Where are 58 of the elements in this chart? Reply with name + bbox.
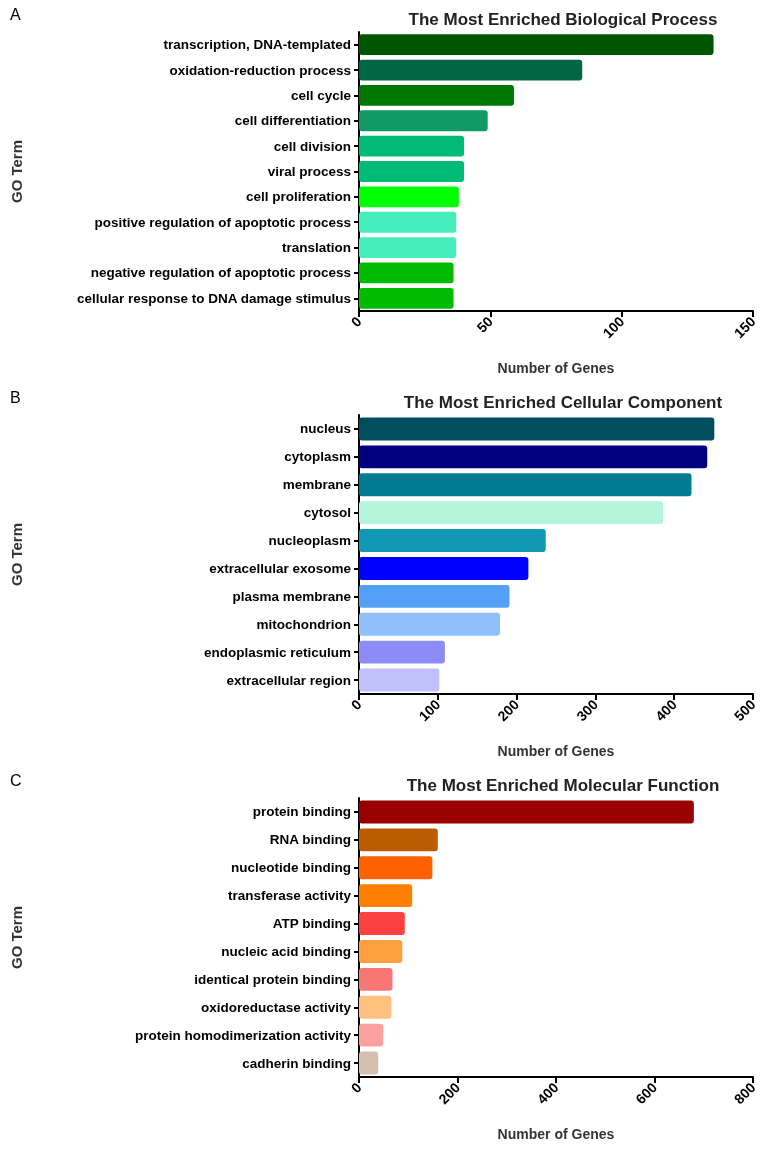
y-axis-title: GO Term: [8, 905, 25, 970]
x-tick-label: 200: [494, 696, 523, 725]
chart-title: The Most Enriched Molecular Function: [406, 776, 720, 795]
y-tick-label: RNA binding: [269, 832, 351, 848]
chart-title: The Most Enriched Biological Process: [408, 10, 718, 29]
chart-title: The Most Enriched Cellular Component: [403, 393, 723, 412]
y-tick-label: transferase activity: [227, 888, 352, 904]
x-tick-label: 400: [533, 1079, 562, 1108]
y-tick-label: ATP binding: [272, 916, 351, 932]
x-tick-label: 400: [651, 696, 680, 725]
y-axis-title: GO Term: [8, 139, 25, 204]
y-axis-title: GO Term: [8, 522, 25, 587]
y-tick-label: extracellular region: [226, 672, 351, 688]
y-tick-label: cytoplasm: [284, 449, 351, 465]
x-tick-label: 200: [435, 1079, 464, 1108]
y-tick-label: nucleoplasm: [268, 533, 351, 549]
y-tick-label: plasma membrane: [232, 588, 352, 604]
y-tick-label: endoplasmic reticulum: [203, 644, 351, 660]
x-tick-label: 150: [730, 313, 759, 342]
y-tick-label: cell cycle: [290, 87, 352, 103]
y-tick-label: nucleotide binding: [231, 860, 351, 876]
x-tick-label: 600: [632, 1079, 661, 1108]
y-tick-label: negative regulation of apoptotic process: [90, 265, 351, 281]
y-tick-label: positive regulation of apoptotic process: [94, 214, 351, 230]
y-tick-label: oxidoreductase activity: [200, 999, 352, 1015]
x-axis-title: Number of Genes: [497, 1126, 615, 1142]
text: B: [10, 388, 21, 406]
y-tick-label: nucleus: [299, 421, 351, 437]
y-tick-label: cell division: [273, 138, 351, 154]
x-tick-label: 100: [599, 313, 628, 342]
y-tick-label: translation: [281, 240, 351, 256]
y-tick-label: extracellular exosome: [209, 560, 352, 576]
y-tick-label: transcription, DNA-templated: [163, 37, 351, 53]
y-tick-label: cell differentiation: [234, 113, 351, 129]
y-tick-label: protein binding: [252, 804, 351, 820]
y-tick-label: nucleic acid binding: [221, 943, 351, 959]
text: C: [10, 771, 22, 789]
y-tick-label: mitochondrion: [256, 616, 351, 632]
y-tick-label: oxidation-reduction process: [169, 62, 351, 78]
y-tick-label: viral process: [267, 164, 351, 179]
y-tick-label: membrane: [282, 477, 352, 493]
y-tick-label: protein homodimerization activity: [134, 1027, 352, 1043]
y-tick-label: cellular response to DNA damage stimulus: [76, 290, 351, 306]
y-tick-label: cadherin binding: [242, 1055, 351, 1071]
x-tick-label: 800: [730, 1079, 759, 1108]
x-axis-title: Number of Genes: [497, 743, 615, 759]
x-tick-label: 0: [347, 1079, 365, 1097]
x-tick-label: 50: [473, 313, 497, 336]
y-tick-label: cell proliferation: [245, 189, 351, 205]
x-tick-label: 0: [347, 696, 365, 714]
x-tick-label: 300: [573, 696, 602, 725]
y-tick-label: cytosol: [303, 505, 351, 521]
x-tick-label: 0: [347, 313, 365, 331]
text: A: [10, 5, 21, 23]
x-axis-title: Number of Genes: [497, 360, 615, 376]
x-tick-label: 100: [415, 696, 444, 725]
x-tick-label: 500: [730, 696, 759, 725]
y-tick-label: identical protein binding: [194, 971, 351, 987]
